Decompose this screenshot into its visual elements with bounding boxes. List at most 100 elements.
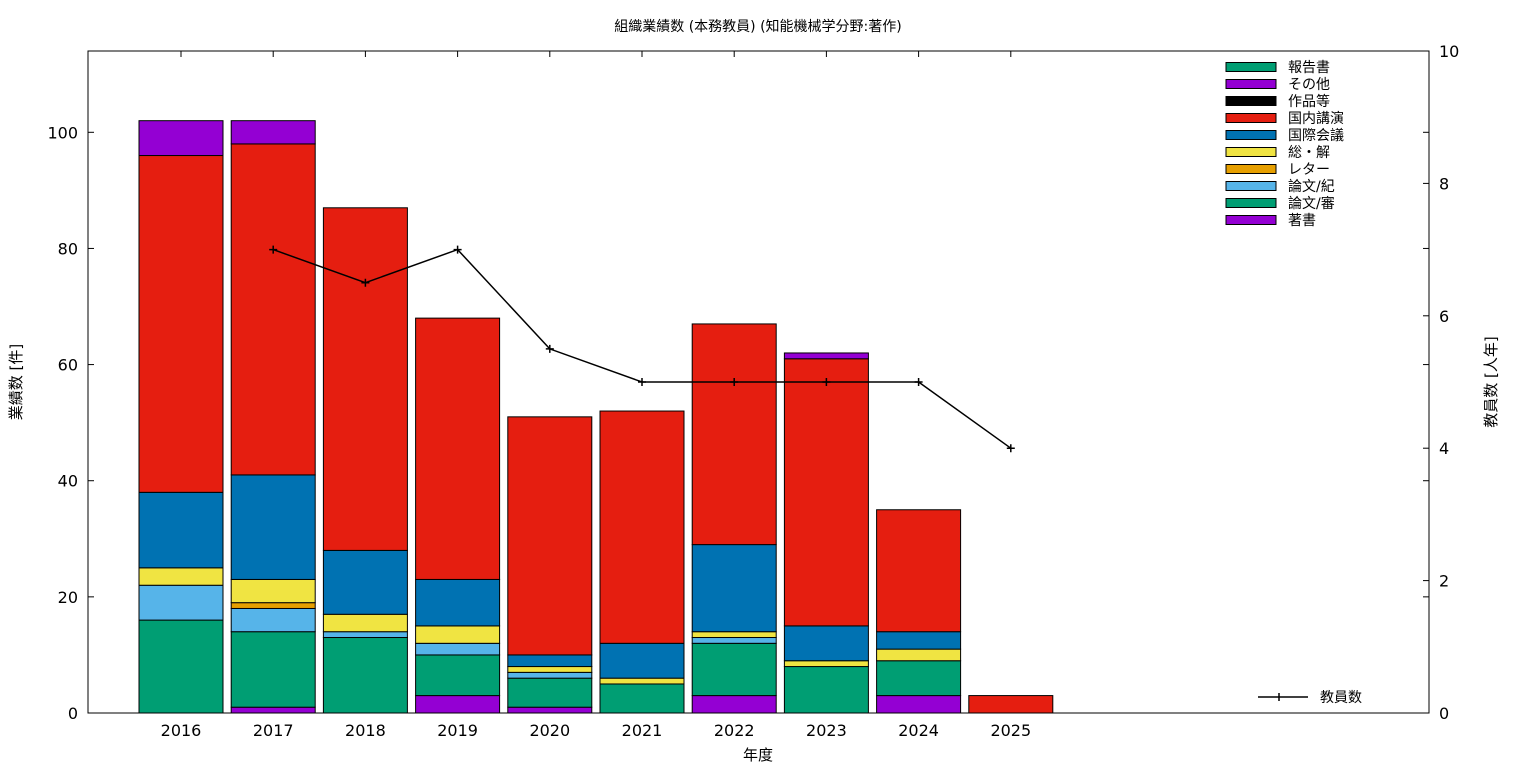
bar-segment <box>691 323 777 546</box>
legend-label-line: 教員数 <box>1320 690 1362 706</box>
bar-segment <box>507 666 593 673</box>
legend-swatch <box>1225 164 1277 174</box>
y2-tick-label: 8 <box>1439 174 1449 193</box>
x-tick-label: 2018 <box>345 721 386 740</box>
faculty-count-point <box>1006 444 1015 453</box>
bar-segment <box>599 642 685 679</box>
x-axis-label: 年度 <box>743 746 773 764</box>
faculty-count-point <box>545 344 554 353</box>
bar-segment <box>691 642 777 697</box>
faculty-count-point <box>822 378 831 386</box>
legend-label: 著書 <box>1288 213 1316 229</box>
bar-segment <box>507 416 593 656</box>
bar-segment <box>138 567 224 586</box>
y2-tick-label: 0 <box>1439 704 1449 723</box>
bar-segment <box>783 666 869 714</box>
bar-segment <box>230 706 316 714</box>
x-tick-label: 2017 <box>253 721 294 740</box>
y-tick-label: 20 <box>58 588 78 607</box>
legend-label: 報告書 <box>1288 60 1330 76</box>
bar-segment <box>599 410 685 644</box>
bar-segment <box>599 677 685 685</box>
bar-segment <box>230 578 316 604</box>
bar-segment <box>322 207 408 551</box>
bar-segment <box>138 619 224 714</box>
y2-axis-label: 教員数 [人年] <box>1482 336 1500 427</box>
chart-title: 組織業績数 (本務教員) (知能機械学分野:著作) <box>614 18 901 35</box>
bar-segment <box>876 631 962 650</box>
bar-segment <box>691 637 777 644</box>
bar-segment <box>783 352 869 360</box>
bar-segment <box>876 695 962 714</box>
legend-label: 国際会議 <box>1288 127 1344 144</box>
bar-segment <box>691 695 777 714</box>
bar-segment <box>507 706 593 714</box>
x-tick-label: 2022 <box>714 721 755 740</box>
bar-segment <box>322 631 408 639</box>
y2-tick-label: 6 <box>1439 307 1449 326</box>
legend-label: 論文/審 <box>1288 196 1335 212</box>
bar-segment <box>230 602 316 609</box>
y-axis-label: 業績数 [件] <box>7 344 25 420</box>
legend-label: その他 <box>1288 77 1330 93</box>
plot-area: 0 20 40 60 80 100 0 2 4 6 8 10 2016 2017 2018 2019 2020 2… <box>47 42 1459 740</box>
legend-swatch <box>1225 215 1277 225</box>
legend-label: 論文/紀 <box>1288 179 1335 195</box>
y2-tick-label: 4 <box>1439 439 1449 458</box>
bar-segment <box>415 578 501 627</box>
faculty-count-point <box>730 378 739 386</box>
faculty-count-point <box>269 245 278 254</box>
bar-segment <box>507 654 593 668</box>
bar-segment <box>876 509 962 633</box>
x-tick-label: 2024 <box>898 721 939 740</box>
bar-segment <box>691 544 777 633</box>
bar-segment <box>230 120 316 145</box>
bar-segment <box>415 695 501 714</box>
legend-swatch <box>1225 198 1277 208</box>
bar-segment <box>230 474 316 580</box>
bar-segment <box>968 695 1054 714</box>
x-tick-label: 2016 <box>161 721 202 740</box>
x-tick-label: 2019 <box>437 721 478 740</box>
legend-swatch <box>1225 147 1277 157</box>
bar-segment <box>415 317 501 580</box>
bar-segment <box>138 491 224 569</box>
y-tick-label: 60 <box>58 356 78 375</box>
faculty-count-point <box>638 378 646 386</box>
legend-label: 国内講演 <box>1288 111 1344 127</box>
x-tick-label: 2025 <box>990 721 1031 740</box>
bar-segment <box>415 642 501 656</box>
legend-swatch <box>1225 130 1277 140</box>
legend-swatch <box>1225 113 1277 123</box>
y-tick-label: 0 <box>68 704 78 723</box>
bar-segment <box>322 549 408 615</box>
bar-segment <box>599 683 685 714</box>
y-tick-label: 40 <box>58 472 78 491</box>
y-tick-label: 80 <box>58 239 78 258</box>
y2-tick-label: 10 <box>1439 42 1459 61</box>
bar-segment <box>783 358 869 627</box>
legend-label: 総・解 <box>1288 145 1330 161</box>
bar-segment <box>783 625 869 662</box>
bar-segment <box>230 143 316 476</box>
bar-segment <box>230 607 316 633</box>
bar-segment <box>415 654 501 697</box>
bar-segment <box>507 677 593 708</box>
x-tick-label: 2023 <box>806 721 847 740</box>
bar-segment <box>691 631 777 639</box>
faculty-count-point <box>361 278 370 287</box>
x-tick-label: 2021 <box>622 721 663 740</box>
legend-swatch <box>1225 62 1277 72</box>
bar-segment <box>138 120 224 157</box>
bar-segment <box>230 631 316 708</box>
legend-label: レター <box>1288 162 1330 178</box>
bar-segment <box>322 637 408 714</box>
legend-swatch <box>1225 181 1277 191</box>
bar-segment <box>415 625 501 644</box>
y2-tick-label: 2 <box>1439 572 1449 591</box>
bar-segment <box>322 613 408 633</box>
bar-segment <box>138 584 224 621</box>
x-tick-label: 2020 <box>529 721 570 740</box>
legend-label: 作品等 <box>1288 93 1330 110</box>
